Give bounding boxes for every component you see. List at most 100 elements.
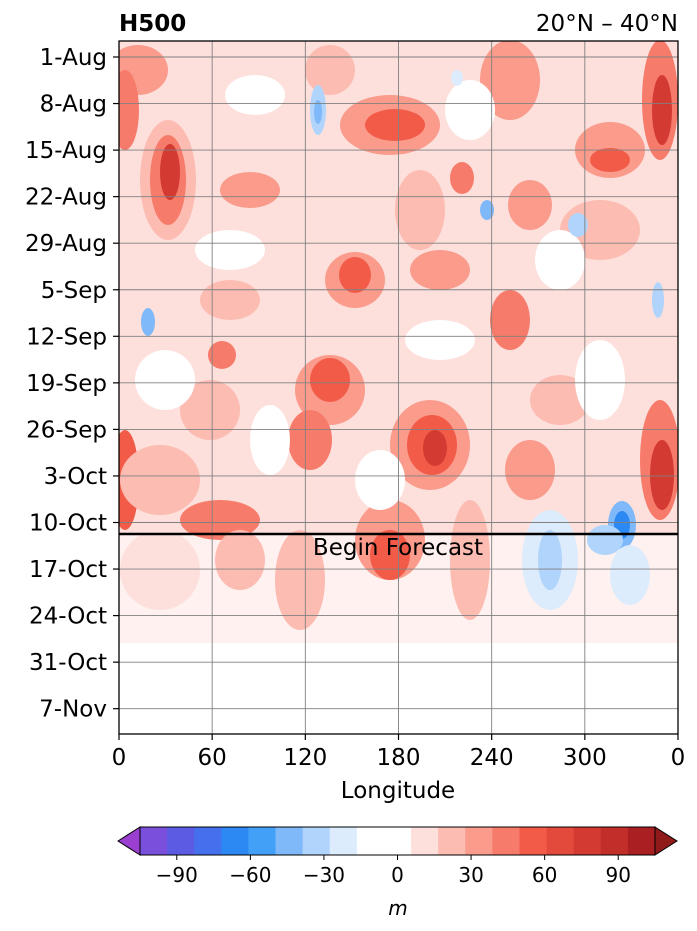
colorbar-tick-label: 30: [458, 863, 483, 887]
x-tick-label: 0: [671, 745, 686, 771]
colorbar-segment: [194, 827, 222, 855]
contour-patch: [305, 45, 355, 95]
y-tick-label: 31-Oct: [29, 650, 107, 676]
contour-patch: [120, 445, 200, 515]
contour-patch: [652, 282, 664, 318]
contour-patch: [650, 440, 674, 510]
colorbar-segment: [383, 827, 412, 855]
contour-patch: [225, 75, 285, 115]
contour-patch: [590, 148, 630, 172]
colorbar-segment: [140, 827, 168, 855]
contour-patch: [119, 45, 168, 95]
colorbar-segment: [356, 827, 385, 855]
contour-patch: [355, 450, 405, 510]
x-tick-label: 60: [198, 745, 227, 771]
x-tick-label: 120: [283, 745, 327, 771]
contour-patch: [119, 70, 139, 150]
plot-area: Begin Forecast: [118, 40, 679, 735]
colorbar-segment: [248, 827, 277, 855]
y-tick-label: 19-Sep: [26, 371, 107, 397]
colorbar-segment: [627, 827, 656, 855]
contour-patch: [180, 380, 240, 440]
contour-patch: [423, 430, 447, 466]
contour-patch: [490, 290, 530, 350]
colorbar-extend-high: [654, 826, 678, 856]
contour-patch: [445, 80, 495, 140]
contour-patch: [610, 545, 650, 605]
colorbar-tick-label: 60: [532, 863, 557, 887]
contour-patch: [568, 213, 588, 237]
contour-patch: [275, 530, 325, 630]
y-tick-label: 1-Aug: [40, 45, 107, 71]
colorbar-segment: [600, 827, 629, 855]
colorbar-tick-label: 0: [391, 863, 404, 887]
colorbar-tick-label: −90: [156, 863, 198, 887]
x-tick-label: 240: [470, 745, 514, 771]
colorbar-segment: [546, 827, 575, 855]
contour-patch: [141, 308, 155, 336]
contour-patch: [535, 230, 585, 290]
forecast-annotation: Begin Forecast: [313, 535, 483, 561]
colorbar-tick-label: −60: [229, 863, 271, 887]
chart-subtitle: 20°N – 40°N: [536, 11, 678, 37]
colorbar-tick-label: 90: [605, 863, 630, 887]
colorbar-segment: [221, 827, 250, 855]
contour-patch: [208, 341, 236, 369]
y-tick-label: 29-Aug: [25, 231, 107, 257]
y-tick-label: 3-Oct: [44, 464, 107, 490]
colorbar-segment: [167, 827, 195, 855]
colorbar: [117, 826, 678, 856]
contour-patch: [652, 75, 672, 145]
colorbar-segment: [411, 827, 439, 855]
contour-patch: [508, 180, 552, 230]
x-tick-label: 0: [112, 745, 127, 771]
colorbar-segment: [573, 827, 602, 855]
contour-patch: [405, 320, 475, 360]
contour-patch: [120, 530, 200, 610]
y-tick-label: 24-Oct: [29, 604, 107, 630]
contour-patch: [339, 257, 371, 293]
colorbar-segment: [492, 827, 521, 855]
contour-patch: [480, 41, 540, 120]
chart-title: H500: [119, 11, 186, 37]
contour-patch: [395, 170, 445, 250]
contour-patch: [530, 375, 590, 425]
contour-patch: [410, 250, 470, 290]
contour-patch: [370, 530, 410, 580]
contour-patch: [250, 405, 290, 475]
y-tick-label: 5-Sep: [41, 278, 107, 304]
colorbar-segment: [275, 827, 304, 855]
contour-patch: [288, 410, 332, 470]
contour-patch: [480, 200, 494, 220]
colorbar-tick-label: −30: [303, 863, 345, 887]
y-tick-label: 10-Oct: [29, 511, 107, 537]
contour-patch: [215, 530, 265, 590]
colorbar-segment: [465, 827, 493, 855]
y-tick-label: 8-Aug: [40, 92, 107, 118]
x-tick-label: 300: [563, 745, 607, 771]
contour-patch: [160, 144, 180, 200]
y-tick-label: 7-Nov: [39, 697, 107, 723]
contour-patch: [135, 350, 195, 410]
contour-patch: [195, 230, 265, 270]
contour-patch: [314, 100, 322, 124]
contour-patch: [200, 280, 260, 320]
y-tick-label: 17-Oct: [29, 557, 107, 583]
contour-patch: [451, 70, 463, 86]
colorbar-segment: [438, 827, 466, 855]
colorbar-extend-low: [117, 826, 141, 856]
contour-patch: [587, 525, 623, 555]
contour-patch: [450, 162, 474, 194]
contour-patch: [538, 530, 562, 590]
colorbar-segment: [329, 827, 358, 855]
contour-patch: [310, 358, 350, 402]
y-axis: 1-Aug 8-Aug 15-Aug 22-Aug 29-Aug 5-Sep 12-Sep 1…: [25, 45, 119, 723]
colorbar-segment: [519, 827, 548, 855]
y-tick-label: 15-Aug: [25, 138, 107, 164]
neutral-regions: [135, 75, 625, 510]
colorbar-ticks: −90 −60 −30 0 30 60 90: [156, 855, 631, 887]
contour-patch: [505, 440, 555, 500]
y-tick-label: 12-Sep: [26, 324, 107, 350]
contour-patch: [450, 500, 490, 620]
